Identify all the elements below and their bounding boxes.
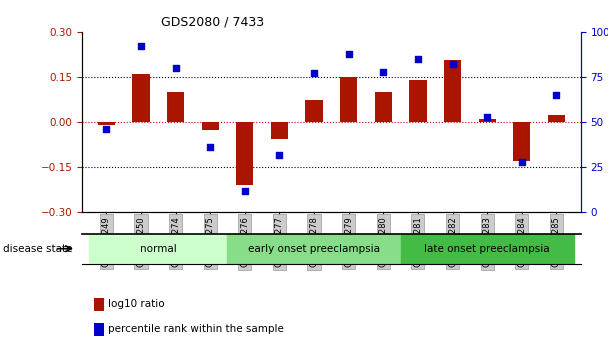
Bar [478,119,496,122]
Point [309,70,319,76]
Point [378,69,388,74]
Point [447,62,457,67]
Text: log10 ratio: log10 ratio [108,299,164,309]
Text: late onset preeclampsia: late onset preeclampsia [424,244,550,254]
Bar [513,122,530,161]
Bar [444,61,461,122]
Point [275,152,285,158]
Point [413,56,423,62]
Bar [375,92,392,122]
Bar [271,122,288,139]
Bar [236,122,254,185]
Text: GDS2080 / 7433: GDS2080 / 7433 [161,16,264,29]
Point [344,51,353,56]
Bar [133,74,150,122]
Bar [98,122,115,125]
Point [171,65,181,71]
Point [102,126,111,132]
Text: disease state: disease state [3,244,72,254]
Bar [305,99,323,122]
Bar [201,122,219,130]
Point [551,92,561,98]
Bar [548,115,565,122]
Bar [340,77,358,122]
Point [240,188,250,194]
Point [206,144,215,150]
Text: percentile rank within the sample: percentile rank within the sample [108,324,283,334]
Bar [167,92,184,122]
Text: early onset preeclampsia: early onset preeclampsia [248,244,380,254]
Point [517,159,527,165]
Bar [409,80,427,122]
Point [482,114,492,120]
Text: normal: normal [140,244,176,254]
Point [136,44,146,49]
